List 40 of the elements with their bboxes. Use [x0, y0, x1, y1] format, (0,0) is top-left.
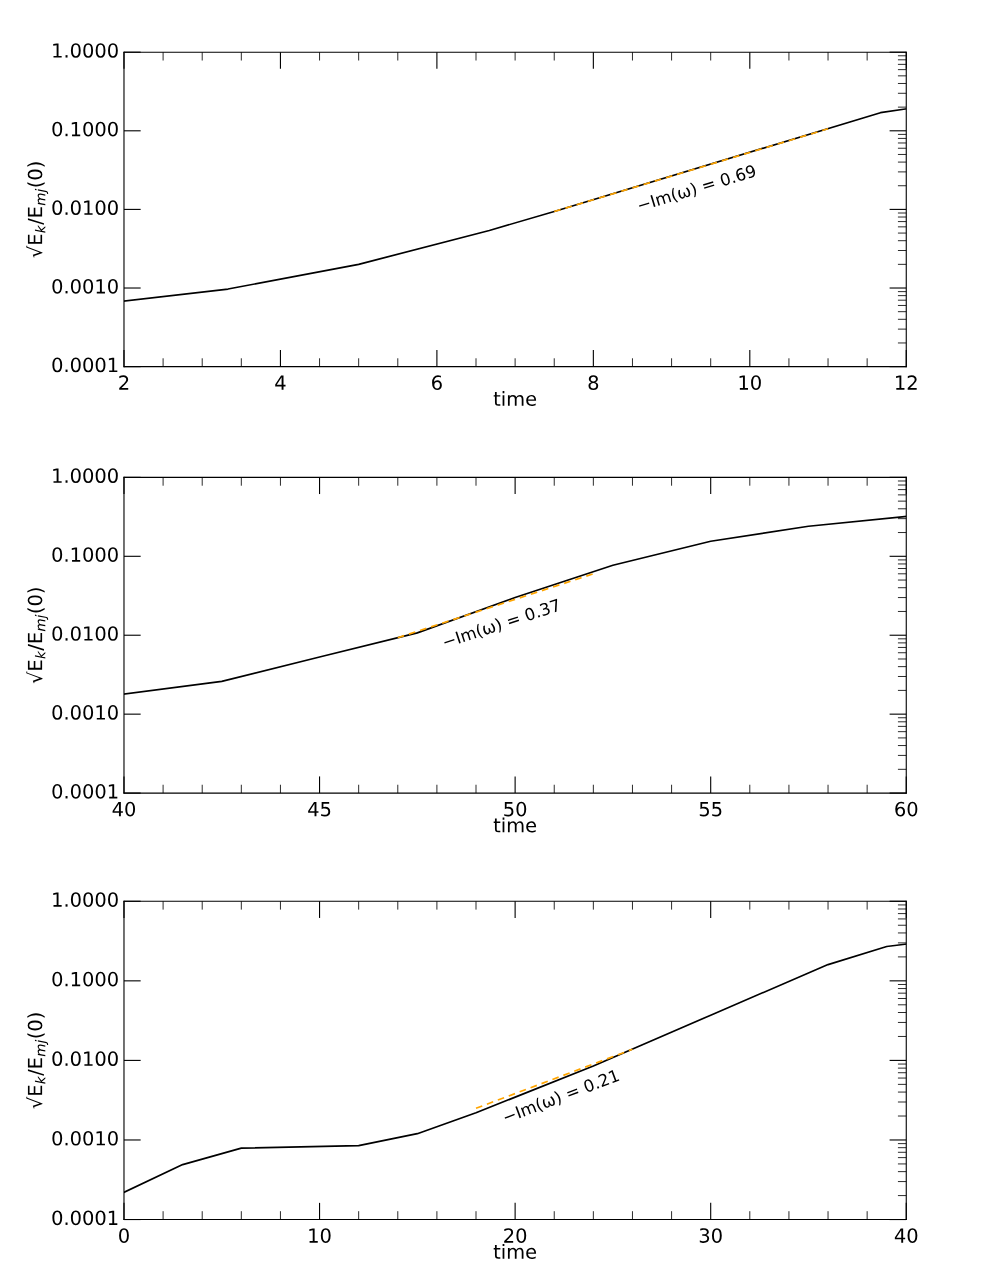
x-tick-label: 60 [895, 801, 918, 817]
x-axis-title: time [493, 817, 537, 833]
x-tick-label: 30 [699, 1228, 722, 1243]
y-axis-title: √E$_{k}$/E$_{mj}$(0) [26, 1013, 49, 1109]
x-tick-label: 40 [112, 801, 136, 817]
x-tick-label: 4 [275, 375, 286, 390]
x-tick-label: 45 [308, 802, 331, 817]
annotation: −Im(ω) = 0.37 [442, 598, 562, 650]
y-tick-label: 0.0100 [52, 626, 118, 641]
x-tick-label: 12 [896, 375, 917, 390]
y-tick-label: 1.0000 [53, 43, 118, 58]
y-tick-label: 0.1000 [52, 971, 118, 987]
x-axis-title: time [493, 1243, 537, 1259]
y-tick-label: 0.1000 [52, 547, 118, 562]
annotation: −Im(ω) = 0.21 [502, 1068, 621, 1126]
annotation: −Im(ω) = 0.69 [637, 164, 757, 214]
y-tick-label: 0.0001 [52, 784, 118, 799]
y-tick-label: 0.0010 [52, 705, 118, 720]
y-tick-label: 0.0010 [52, 278, 118, 294]
y-tick-label: 1.0000 [53, 892, 118, 907]
y-tick-label: 0.1000 [52, 121, 118, 137]
x-tick-label: 0 [119, 1228, 129, 1243]
y-tick-label: 0.0100 [52, 200, 118, 216]
y-tick-label: 1.0000 [53, 468, 118, 484]
x-tick-label: 10 [309, 1228, 331, 1243]
x-tick-label: 10 [739, 375, 761, 391]
x-tick-label: 50 [504, 801, 527, 817]
x-tick-label: 40 [894, 1228, 918, 1243]
y-tick-label: 0.0100 [52, 1051, 118, 1067]
x-axis-title: time [493, 391, 537, 407]
y-axis-title: √E$_{k}$/E$_{mj}$(0) [26, 588, 49, 684]
x-tick-label: 55 [699, 802, 722, 817]
x-tick-label: 8 [588, 375, 599, 391]
x-tick-label: 6 [432, 375, 442, 391]
x-tick-label: 20 [504, 1228, 527, 1243]
y-tick-label: 0.0001 [52, 357, 118, 373]
y-axis-title: √E$_{k}$/E$_{mj}$(0) [26, 162, 49, 258]
y-tick-label: 0.0010 [52, 1130, 118, 1146]
x-tick-label: 2 [119, 375, 129, 390]
y-tick-label: 0.0001 [52, 1210, 118, 1226]
